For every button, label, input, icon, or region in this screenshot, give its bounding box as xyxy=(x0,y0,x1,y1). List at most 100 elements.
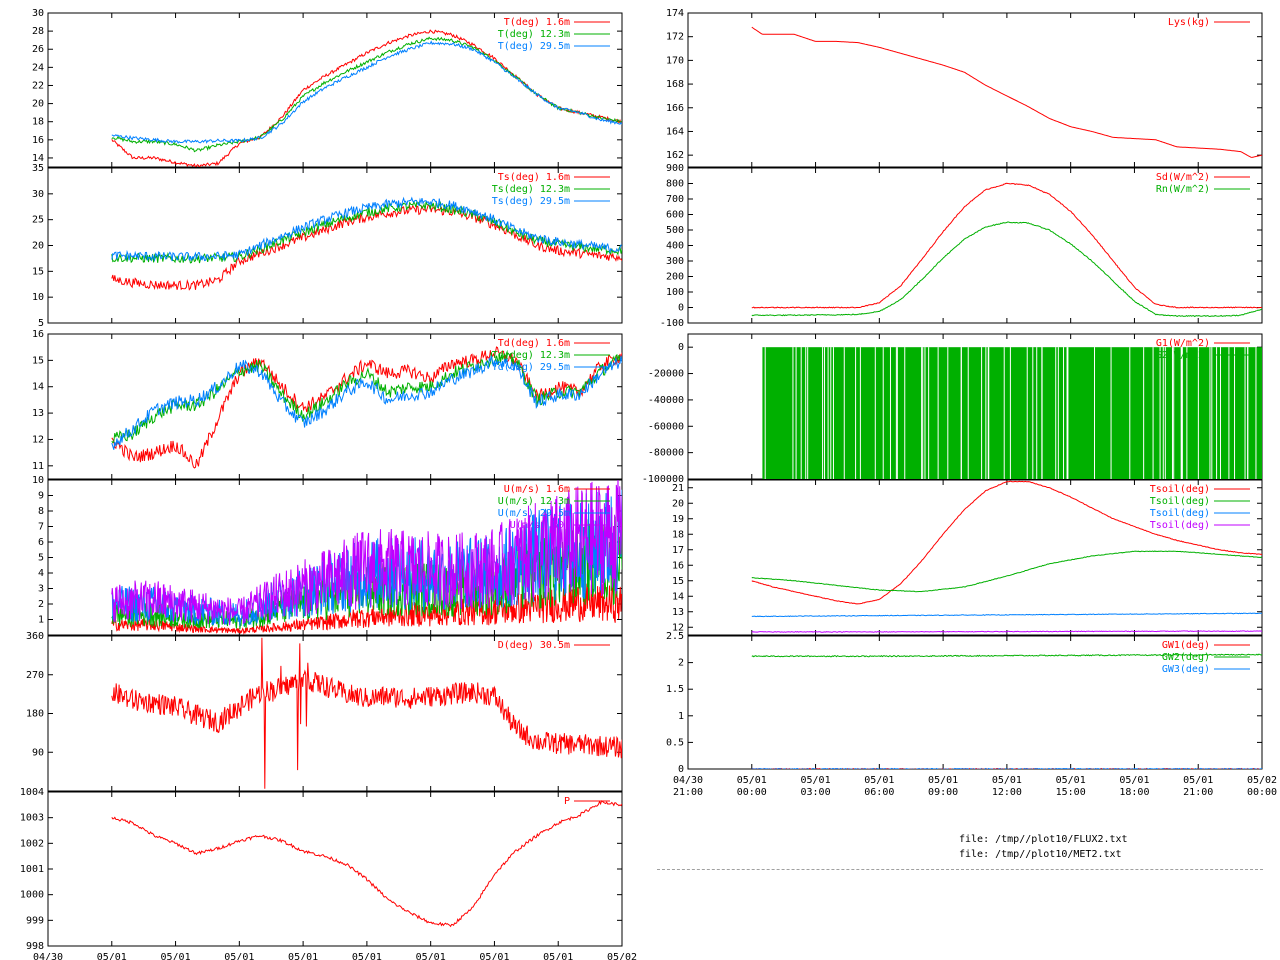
x-tick-date: 05/01 xyxy=(543,952,573,960)
y-tick-label: 20 xyxy=(32,99,44,110)
series-line-D-0 xyxy=(111,637,622,789)
series-line-U-0 xyxy=(111,583,622,635)
x-tick-date: 05/01 xyxy=(992,775,1022,786)
y-tick-label: 2 xyxy=(38,599,44,610)
y-tick-label: 10 xyxy=(32,475,44,486)
legend-label: T(deg) 29.5m xyxy=(498,41,570,52)
legend-label: T(deg) 1.6m xyxy=(504,17,570,28)
x-tick-time: 00:00 xyxy=(1247,787,1277,798)
y-tick-label: 180 xyxy=(26,709,44,720)
panel-frame xyxy=(47,791,623,947)
legend-label: T(deg) 12.3m xyxy=(498,29,570,40)
y-tick-label: 20 xyxy=(32,241,44,252)
y-tick-label: 18 xyxy=(32,117,44,128)
y-tick-label: 400 xyxy=(666,241,684,252)
legend-label: Tsoil(deg) xyxy=(1150,496,1210,507)
y-tick-label: 270 xyxy=(26,670,44,681)
y-tick-label: 30 xyxy=(32,8,44,19)
y-tick-label: 1 xyxy=(678,711,684,722)
y-tick-label: 0 xyxy=(678,342,684,353)
y-tick-label: 174 xyxy=(666,8,684,19)
y-tick-label: 1.5 xyxy=(666,684,684,695)
panel-Rad: 900 800 700 600 500 400 300 200 100 0 -100 Sd(W/m^2… xyxy=(660,163,1263,329)
y-tick-label: 1001 xyxy=(20,864,44,875)
x-tick-date: 04/30 xyxy=(673,775,703,786)
y-tick-label: 2.5 xyxy=(666,631,684,642)
y-tick-label: 1002 xyxy=(20,838,44,849)
y-tick-label: 300 xyxy=(666,256,684,267)
legend-label: G1(W/m^2) xyxy=(1156,338,1210,349)
y-tick-label: 26 xyxy=(32,44,44,55)
y-tick-label: 16 xyxy=(32,135,44,146)
y-tick-label: 35 xyxy=(32,163,44,174)
y-tick-label: -60000 xyxy=(648,421,684,432)
legend-label: U(m/s) 12.3m xyxy=(498,496,570,507)
y-tick-label: 17 xyxy=(672,545,684,556)
x-tick-date: 05/01 xyxy=(801,775,831,786)
y-tick-label: 200 xyxy=(666,272,684,283)
legend-label: GW2(deg) xyxy=(1162,652,1210,663)
y-tick-label: 5 xyxy=(38,553,44,564)
series-line-Td-0 xyxy=(111,346,622,469)
y-tick-label: 700 xyxy=(666,194,684,205)
y-tick-label: 22 xyxy=(32,80,44,91)
y-tick-label: 13 xyxy=(32,408,44,419)
y-tick-label: 18 xyxy=(672,529,684,540)
legend-label: Tsoil(deg) xyxy=(1150,484,1210,495)
y-tick-label: 162 xyxy=(666,150,684,161)
series-line-Tsoil-1 xyxy=(751,550,1262,593)
x-tick-date: 05/01 xyxy=(928,775,958,786)
legend-label: U(m/s) 30. xyxy=(510,520,570,531)
y-tick-label: 90 xyxy=(32,747,44,758)
x-tick-date: 05/01 xyxy=(288,952,318,960)
y-tick-label: 12 xyxy=(32,434,44,445)
x-tick-date: 05/01 xyxy=(416,952,446,960)
x-tick-time: 12:00 xyxy=(992,787,1022,798)
x-tick-date: 04/30 xyxy=(33,952,63,960)
x-tick-time: 06:00 xyxy=(864,787,894,798)
y-tick-label: 14 xyxy=(32,382,44,393)
legend-label: Lys(kg) xyxy=(1168,17,1210,28)
y-tick-label: 14 xyxy=(32,153,44,164)
legend-label: U(m/s) 1.6m xyxy=(504,484,570,495)
series-line-Rad-0 xyxy=(751,182,1262,309)
legend-label: Tsoil(deg) xyxy=(1150,520,1210,531)
y-tick-label: 15 xyxy=(672,576,684,587)
y-tick-label: 600 xyxy=(666,210,684,221)
panel-frame xyxy=(47,635,623,792)
x-tick-time: 09:00 xyxy=(928,787,958,798)
x-tick-date: 05/01 xyxy=(864,775,894,786)
y-tick-label: -100000 xyxy=(642,474,684,485)
legend-label: Rn(W/m^2) xyxy=(1156,184,1210,195)
legend-label: Tsoil(deg) xyxy=(1150,508,1210,519)
y-tick-label: 30 xyxy=(32,189,44,200)
series-line-P-0 xyxy=(111,800,622,928)
x-tick-time: 15:00 xyxy=(1056,787,1086,798)
y-tick-label: 172 xyxy=(666,32,684,43)
series-line-U-3 xyxy=(111,480,622,626)
y-tick-label: 5 xyxy=(38,318,44,329)
y-tick-label: 25 xyxy=(32,215,44,226)
series-line-GW-2 xyxy=(751,767,1262,769)
series-line-Rad-1 xyxy=(751,221,1262,318)
series-line-GW-1 xyxy=(751,653,1262,658)
legend-label: Td(deg) 29.5m xyxy=(492,362,570,373)
series-line-Td-2 xyxy=(111,355,622,450)
legend-label: G2(W/m^2) xyxy=(1156,350,1210,361)
series-line-Ts-2 xyxy=(111,196,622,262)
g2-fill xyxy=(762,347,1262,479)
y-tick-label: 15 xyxy=(32,355,44,366)
series-line-Lys-0 xyxy=(751,26,1262,158)
series-line-Tsoil-2 xyxy=(751,612,1262,618)
y-tick-label: 360 xyxy=(26,631,44,642)
x-tick-time: 03:00 xyxy=(801,787,831,798)
y-tick-label: 12 xyxy=(672,622,684,633)
x-tick-date: 05/01 xyxy=(352,952,382,960)
y-tick-label: 24 xyxy=(32,62,44,73)
y-tick-label: -40000 xyxy=(648,395,684,406)
x-tick-date: 05/02 xyxy=(1247,775,1277,786)
legend-label: Ts(deg) 1.6m xyxy=(498,172,570,183)
